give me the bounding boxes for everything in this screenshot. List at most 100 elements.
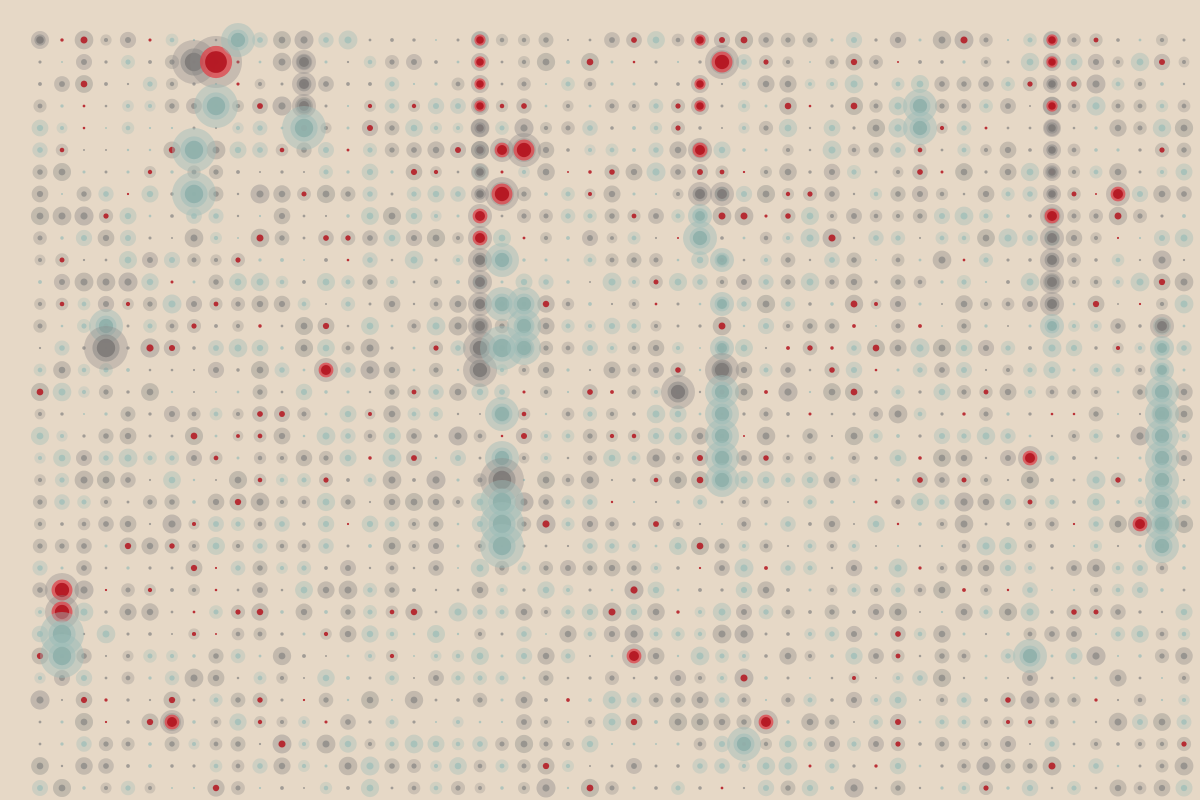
grid-dot	[829, 609, 835, 615]
grid-dot	[302, 214, 306, 218]
grid-dot	[344, 410, 352, 418]
grid-dot	[874, 566, 878, 570]
grid-dot	[542, 366, 550, 374]
dot-core	[761, 717, 771, 727]
grid-dot	[719, 763, 725, 769]
grid-dot	[433, 125, 439, 131]
grid-dot	[346, 544, 350, 548]
grid-dot	[82, 632, 86, 636]
grid-dot	[80, 476, 88, 484]
grid-dot	[1094, 126, 1098, 130]
grid-dot	[653, 521, 659, 527]
grid-dot	[740, 212, 748, 220]
grid-dot	[960, 564, 968, 572]
grid-dot	[697, 279, 703, 285]
grid-dot	[566, 60, 570, 64]
grid-dot	[983, 411, 989, 417]
grid-dot	[654, 192, 658, 196]
grid-dot	[830, 456, 834, 460]
grid-dot	[410, 124, 418, 132]
grid-dot	[741, 653, 747, 659]
grid-dot	[432, 498, 440, 506]
grid-dot	[148, 742, 152, 746]
grid-dot	[1180, 124, 1188, 132]
grid-dot	[301, 499, 307, 505]
grid-dot	[456, 170, 460, 174]
grid-dot	[1159, 653, 1165, 659]
grid-dot	[1071, 37, 1077, 43]
grid-dot	[608, 190, 616, 198]
grid-dot	[148, 368, 152, 372]
grid-dot	[191, 103, 197, 109]
grid-dot	[1115, 565, 1121, 571]
grid-dot	[477, 543, 483, 549]
grid-dot	[434, 588, 438, 592]
grid-dot	[918, 324, 922, 328]
grid-dot	[610, 478, 614, 482]
grid-dot	[169, 499, 175, 505]
grid-dot	[432, 740, 440, 748]
grid-dot	[544, 412, 548, 416]
grid-dot	[389, 279, 395, 285]
grid-dot	[412, 38, 416, 42]
grid-dot	[763, 367, 769, 373]
grid-dot	[1159, 741, 1165, 747]
grid-dot	[894, 564, 902, 572]
grid-dot	[565, 191, 571, 197]
grid-dot	[961, 543, 967, 549]
grid-dot	[984, 632, 988, 636]
grid-dot	[413, 677, 415, 679]
dot-core	[299, 101, 309, 111]
dot-core	[492, 470, 512, 490]
grid-dot	[411, 411, 417, 417]
grid-dot	[432, 102, 440, 110]
grid-dot	[720, 786, 724, 790]
grid-dot	[742, 148, 746, 152]
grid-dot	[1072, 544, 1076, 548]
dot-core	[206, 96, 226, 116]
dot-core	[695, 145, 705, 155]
grid-dot	[389, 631, 395, 637]
grid-dot	[301, 411, 307, 417]
grid-dot	[828, 168, 836, 176]
grid-dot	[146, 388, 154, 396]
grid-dot	[894, 300, 902, 308]
grid-dot	[874, 456, 878, 460]
grid-dot	[411, 389, 417, 395]
grid-dot	[852, 522, 856, 526]
grid-dot	[60, 698, 64, 702]
grid-dot	[500, 280, 504, 284]
grid-dot	[126, 764, 130, 768]
grid-dot	[258, 60, 262, 64]
grid-dot	[850, 300, 858, 308]
grid-dot	[500, 654, 504, 658]
grid-dot	[456, 368, 460, 372]
grid-dot	[873, 103, 879, 109]
grid-dot	[346, 170, 350, 174]
grid-dot	[124, 278, 132, 286]
grid-dot	[256, 608, 264, 616]
grid-dot	[367, 433, 373, 439]
grid-dot	[103, 191, 109, 197]
grid-dot	[191, 323, 197, 329]
grid-dot	[609, 37, 615, 43]
grid-dot	[104, 676, 108, 680]
grid-dot	[874, 258, 878, 262]
grid-dot	[917, 169, 923, 175]
grid-dot	[191, 631, 197, 637]
grid-dot	[982, 542, 990, 550]
grid-dot	[740, 190, 748, 198]
dot-core	[516, 296, 532, 312]
dot-core	[1154, 384, 1170, 400]
grid-dot	[170, 588, 174, 592]
grid-dot	[652, 586, 660, 594]
grid-dot	[80, 608, 88, 616]
grid-dot	[214, 324, 218, 328]
grid-dot	[1005, 103, 1011, 109]
grid-dot	[60, 104, 64, 108]
grid-dot	[852, 610, 856, 614]
grid-dot	[345, 565, 351, 571]
dot-core	[476, 168, 484, 176]
grid-dot	[366, 212, 374, 220]
grid-dot	[1006, 60, 1010, 64]
